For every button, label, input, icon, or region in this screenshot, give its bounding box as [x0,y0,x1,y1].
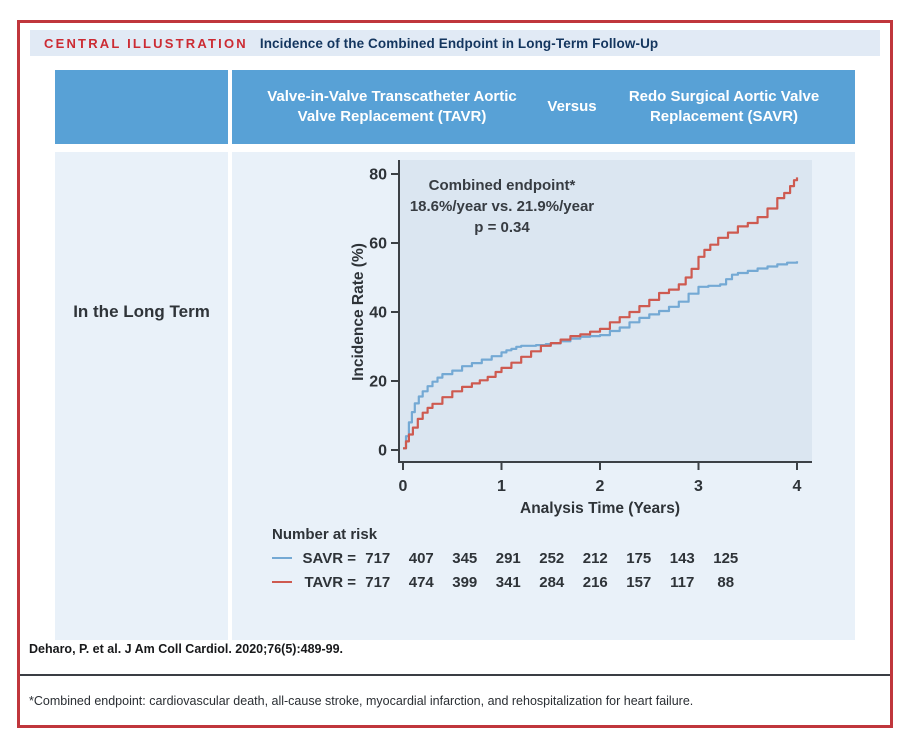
risk-count: 252 [539,549,565,567]
chart-cell: 0 20 40 60 80 0 1 2 3 4 Analysis Time (Years) Incid… [232,152,855,640]
x-tick-label: 2 [596,478,605,495]
number-at-risk-title: Number at risk [272,526,378,543]
header-tavr-text: Valve-in-Valve Transcatheter Aortic Valv… [267,87,517,125]
footnote: *Combined endpoint: cardiovascular death… [29,694,694,708]
risk-row-savr: SAVR = 717 407 345 291 252 212 175 143 125 [232,546,855,570]
risk-count: 291 [495,549,521,567]
risk-count: 407 [408,549,434,567]
x-tick-label: 0 [399,478,408,495]
risk-count: 474 [408,573,434,591]
comparison-table: Valve-in-Valve Transcatheter Aortic Valv… [55,70,855,640]
table-body-row: In the Long Term 0 20 40 60 80 0 1 2 3 4 Analysis … [55,152,855,640]
km-chart: 0 20 40 60 80 0 1 2 3 4 Analysis Time (Years) Incid… [350,160,812,517]
risk-row-label: SAVR = [302,549,357,567]
header-savr-label: Redo Surgical Aortic Valve Replacement (… [610,70,838,144]
table-header-row: Valve-in-Valve Transcatheter Aortic Valv… [55,70,855,144]
risk-count: 143 [669,549,695,567]
figure-frame: CENTRAL ILLUSTRATION Incidence of the Co… [17,20,893,728]
y-tick-label: 0 [378,443,387,460]
risk-count: 212 [582,549,608,567]
risk-count: 216 [582,573,608,591]
column-divider [228,70,232,144]
annotation-line: p = 0.34 [474,219,530,236]
annotation-line: 18.6%/year vs. 21.9%/year [410,198,594,215]
risk-count: 117 [670,573,695,591]
risk-count: 345 [452,549,478,567]
tavr-curve [403,177,799,450]
y-tick-label: 40 [369,305,387,322]
risk-count: 125 [713,549,739,567]
risk-count: 399 [452,573,478,591]
risk-count: 717 [365,573,391,591]
row-label-cell: In the Long Term [55,152,228,640]
row-label: In the Long Term [73,302,210,321]
figure-title: Incidence of the Combined Endpoint in Lo… [259,35,659,51]
citation: Deharo, P. et al. J Am Coll Cardiol. 202… [29,642,344,656]
title-band: CENTRAL ILLUSTRATION Incidence of the Co… [30,30,880,56]
x-axis-title: Analysis Time (Years) [520,500,680,517]
column-divider [228,152,232,640]
header-comparison-cell: Valve-in-Valve Transcatheter Aortic Valv… [232,70,855,144]
header-tavr-label: Valve-in-Valve Transcatheter Aortic Valv… [232,70,552,144]
x-tick-label: 3 [694,478,703,495]
legend-line-swatch [272,581,292,583]
y-tick-label: 20 [369,374,387,391]
risk-count: 175 [626,549,652,567]
header-versus-label: Versus [532,70,612,144]
risk-count: 341 [495,573,521,591]
header-savr-text: Redo Surgical Aortic Valve Replacement (… [628,87,820,125]
risk-row-label: TAVR = [304,573,356,591]
x-tick-label: 1 [497,478,506,495]
legend-line-swatch [272,557,292,559]
number-at-risk-rows: SAVR = 717 407 345 291 252 212 175 143 125 TAVR = 7… [232,546,855,594]
number-at-risk-block: Number at risk SAVR = 717 407 345 291 252 212 1… [232,524,855,594]
header-versus-text: Versus [547,97,597,115]
risk-count: 284 [539,573,565,591]
header-empty-cell [55,70,228,144]
y-axis-title: Incidence Rate (%) [350,243,367,381]
risk-count: 88 [717,573,735,591]
y-tick-label: 80 [369,167,387,184]
x-tick-label: 4 [793,478,802,495]
annotation-line: Combined endpoint* [429,177,576,194]
separator-line [20,674,890,676]
risk-count: 717 [365,549,391,567]
savr-curve [403,261,799,450]
kicker-label: CENTRAL ILLUSTRATION [44,35,248,51]
risk-count: 157 [626,573,652,591]
risk-row-tavr: TAVR = 717 474 399 341 284 216 157 117 88 [232,570,855,594]
y-tick-label: 60 [369,236,387,253]
plot-area [398,160,812,463]
